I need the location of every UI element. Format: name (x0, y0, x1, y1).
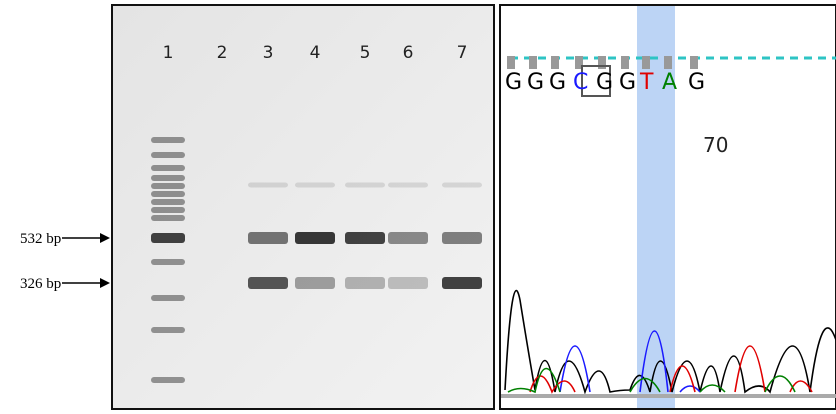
quality-bar (598, 56, 606, 69)
gel-band (151, 199, 185, 205)
quality-bar (664, 56, 672, 69)
gel-bands (151, 137, 482, 383)
position-label: 70 (703, 133, 728, 157)
quality-bars (507, 56, 698, 69)
gel-band (345, 277, 385, 289)
base-call: C (573, 70, 588, 95)
marker-arrowhead (100, 233, 110, 243)
gel-band (151, 191, 185, 197)
base-call: T (639, 70, 654, 95)
quality-bar (642, 56, 650, 69)
gel-band (248, 232, 288, 244)
gel-band (295, 277, 335, 289)
gel-band (248, 277, 288, 289)
gel-band (248, 182, 288, 188)
gel-band (295, 182, 335, 188)
quality-bar (690, 56, 698, 69)
lane-label: 6 (403, 43, 414, 63)
base-call: G (688, 70, 705, 95)
trace-t (529, 345, 813, 394)
gel-band (151, 215, 185, 221)
traces (504, 289, 836, 395)
base-call: G (619, 70, 636, 95)
gel-band (345, 182, 385, 188)
gel-band (442, 277, 482, 289)
highlight-column (637, 6, 675, 408)
base-call: G (549, 70, 566, 95)
trace-a (507, 367, 796, 394)
base-call: A (662, 70, 677, 95)
gel-band (151, 233, 185, 243)
lane-label: 7 (457, 43, 468, 63)
quality-bar (507, 56, 515, 69)
gel-band (151, 207, 185, 213)
quality-bar (621, 56, 629, 69)
marker-label: 532 bp (20, 231, 61, 247)
selected-base-box (581, 65, 611, 97)
base-call: G (505, 70, 522, 95)
lane-label: 2 (217, 43, 228, 63)
gel-band (151, 327, 185, 333)
base-call: G (527, 70, 544, 95)
gel-band (345, 232, 385, 244)
quality-bar (529, 56, 537, 69)
gel-band (388, 182, 428, 188)
trace-c (559, 330, 701, 393)
gel-band (388, 277, 428, 289)
gel-band (151, 152, 185, 158)
gel-band (295, 232, 335, 244)
lane-label: 5 (360, 43, 371, 63)
baseline (501, 394, 836, 398)
gel-panel (111, 4, 495, 410)
gel-band (151, 377, 185, 383)
gel-band (151, 175, 185, 181)
lane-label: 4 (310, 43, 321, 63)
gel-band (388, 232, 428, 244)
gel-band (442, 182, 482, 188)
marker-label: 326 bp (20, 276, 61, 292)
base-call: G (596, 70, 613, 95)
lane-label: 1 (163, 43, 174, 63)
marker-arrowhead (100, 278, 110, 288)
gel-band (151, 165, 185, 171)
gel-band (151, 137, 185, 143)
gel-band (442, 232, 482, 244)
quality-bar (551, 56, 559, 69)
lane-label: 3 (263, 43, 274, 63)
gel-band (151, 295, 185, 301)
gel-band (151, 259, 185, 265)
quality-bar (575, 56, 583, 69)
gel-band (151, 183, 185, 189)
